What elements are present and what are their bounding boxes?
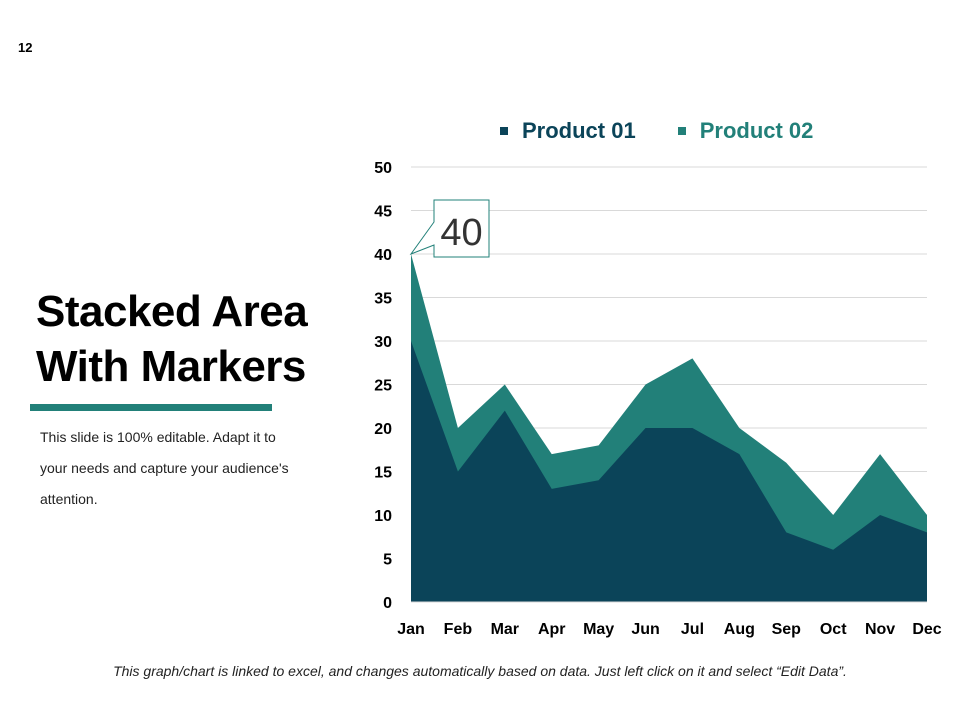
y-tick-label-35: 35 — [374, 291, 392, 308]
legend-label-product-01: Product 01 — [522, 118, 636, 143]
footer-note: This graph/chart is linked to excel, and… — [113, 663, 847, 679]
x-tick-label-jul: Jul — [681, 621, 704, 638]
legend-item-product-01: Product 01 — [500, 118, 636, 144]
title-line-2: With Markers — [36, 342, 306, 391]
title-line-1: Stacked Area — [36, 287, 308, 336]
x-tick-label-mar: Mar — [491, 621, 519, 638]
x-tick-label-apr: Apr — [538, 621, 566, 638]
value-callout-box — [409, 199, 490, 258]
y-tick-label-10: 10 — [374, 508, 392, 525]
legend-swatch-product-01 — [500, 127, 508, 135]
slide-title: Stacked Area With Markers — [36, 284, 308, 394]
y-tick-label-15: 15 — [374, 465, 392, 482]
x-tick-label-feb: Feb — [444, 621, 473, 638]
y-tick-label-20: 20 — [374, 421, 392, 438]
y-tick-label-0: 0 — [383, 595, 392, 612]
x-tick-label-nov: Nov — [865, 621, 895, 638]
y-tick-label-30: 30 — [374, 334, 392, 351]
legend-label-product-02: Product 02 — [699, 118, 814, 143]
x-tick-label-oct: Oct — [820, 621, 847, 638]
x-tick-label-dec: Dec — [912, 621, 941, 638]
x-tick-label-sep: Sep — [772, 621, 802, 638]
y-tick-label-45: 45 — [374, 204, 392, 221]
x-tick-label-may: May — [583, 621, 614, 638]
y-tick-label-5: 5 — [383, 552, 392, 569]
y-tick-label-40: 40 — [374, 247, 392, 264]
legend-item-product-02: Product 02 — [677, 118, 814, 144]
x-tick-label-jan: Jan — [397, 621, 425, 638]
y-tick-label-50: 50 — [374, 160, 392, 177]
legend-swatch-product-02 — [677, 127, 686, 135]
chart-legend: Product 01 Product 02 — [500, 118, 813, 144]
page-number: 12 — [18, 40, 33, 55]
value-callout-label: 40 — [440, 212, 482, 254]
description-text: This slide is 100% editable. Adapt it to… — [40, 429, 289, 507]
x-tick-label-jun: Jun — [631, 621, 659, 638]
x-tick-label-aug: Aug — [724, 621, 755, 638]
title-accent-bar — [30, 404, 272, 411]
y-tick-label-25: 25 — [374, 378, 392, 395]
area-series-product-01 — [411, 341, 927, 602]
